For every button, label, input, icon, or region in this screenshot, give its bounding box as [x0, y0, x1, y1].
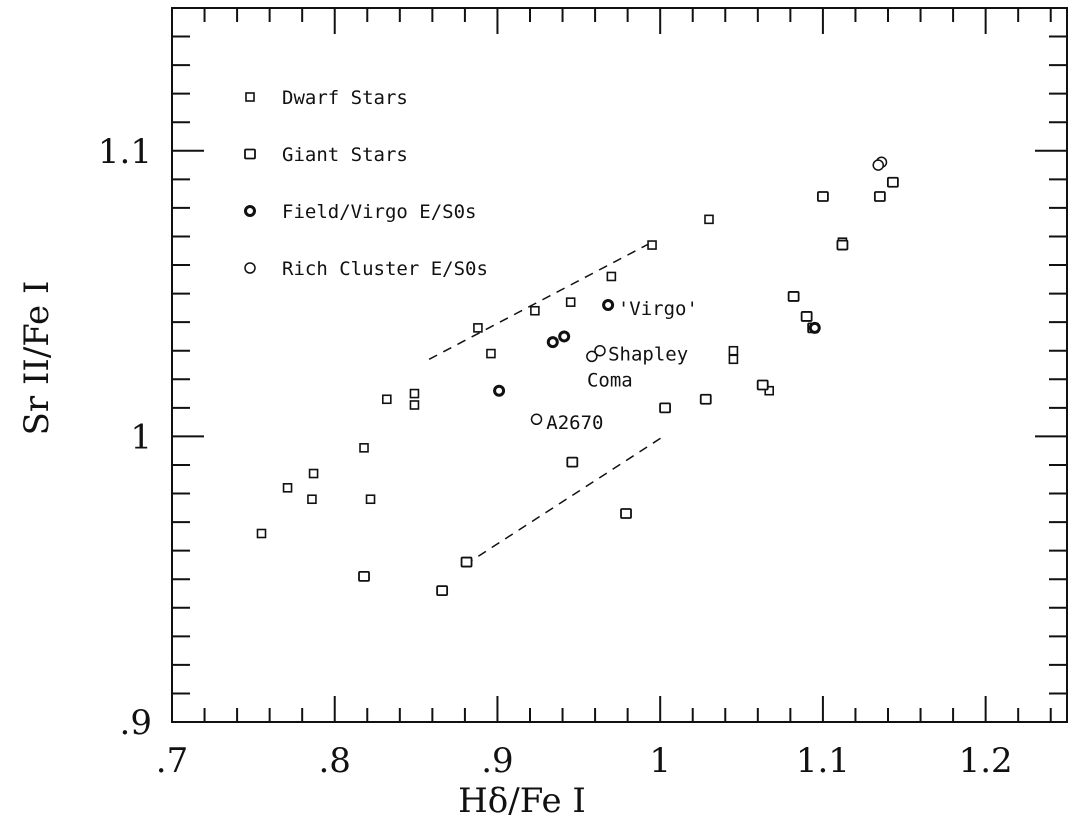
y-axis-title: Sr II/Fe I	[17, 281, 57, 436]
data-point	[493, 384, 506, 397]
data-point	[800, 311, 813, 322]
data-point	[647, 240, 657, 250]
data-point	[530, 305, 540, 316]
annotation-label: Shapley	[608, 344, 688, 366]
data-point	[764, 385, 775, 396]
y-tick-label: .9	[120, 703, 152, 743]
dashed-line	[428, 241, 653, 360]
data-point	[659, 402, 671, 414]
data-point	[699, 393, 712, 405]
data-point	[586, 350, 598, 363]
data-point	[728, 354, 739, 365]
legend-label: Giant Stars	[282, 144, 408, 166]
data-point	[308, 468, 319, 479]
data-point	[873, 191, 886, 202]
legend: Dwarf Stars Giant Stars Field/Virgo E/S0s R…	[244, 87, 488, 280]
data-point	[436, 585, 449, 597]
dashed-line	[464, 435, 664, 566]
data-point	[307, 494, 317, 505]
data-point	[358, 570, 370, 582]
legend-marker	[244, 262, 256, 274]
data-point	[473, 323, 483, 333]
data-point	[365, 494, 376, 505]
data-point	[546, 336, 559, 349]
data-point	[728, 345, 739, 356]
data-point	[817, 191, 829, 202]
plot-frame	[171, 7, 1068, 723]
legend-label: Dwarf Stars	[282, 87, 408, 109]
data-point	[606, 271, 617, 282]
y-tick-label: 1.1	[98, 132, 152, 172]
annotation-label: 'Virgo'	[618, 298, 698, 320]
data-point	[409, 388, 420, 399]
x-tick-label: 1	[649, 741, 671, 781]
data-point	[886, 176, 899, 188]
y-tick-label: 1	[130, 417, 152, 457]
legend-label: Rich Cluster E/S0s	[282, 258, 488, 280]
x-tick-label: 1.1	[796, 741, 850, 781]
data-point	[787, 291, 800, 302]
data-point	[486, 348, 496, 359]
data-point	[460, 556, 473, 568]
data-point	[256, 528, 267, 539]
annotation-label: A2670	[546, 412, 603, 434]
legend-marker	[245, 92, 255, 102]
data-points	[256, 156, 899, 597]
data-point	[808, 321, 821, 334]
data-point	[359, 443, 369, 453]
annotation-label: Coma	[587, 369, 633, 391]
data-point	[409, 400, 420, 410]
x-tick-label: 1.2	[959, 741, 1013, 781]
dashed-trend-lines	[428, 241, 664, 566]
data-point	[566, 456, 579, 468]
data-point	[594, 344, 606, 357]
legend-marker	[244, 205, 256, 217]
data-point	[704, 214, 714, 225]
x-tick-label: .7	[156, 741, 188, 781]
data-point	[565, 297, 576, 307]
data-point	[558, 330, 571, 343]
data-point	[381, 394, 392, 405]
data-point	[872, 159, 884, 171]
data-point	[620, 508, 632, 519]
x-tick-label: .8	[319, 741, 351, 781]
data-point	[282, 483, 293, 493]
axis-ticks: .7 .8 .9 1 1.1 1.2 .9 1 1.1	[98, 7, 1067, 781]
x-tick-label: .9	[481, 741, 513, 781]
annotations: 'Virgo' Shapley Coma A2670	[546, 298, 698, 434]
legend-marker	[244, 148, 256, 160]
legend-label: Field/Virgo E/S0s	[282, 201, 476, 223]
data-point	[836, 239, 849, 251]
data-point	[602, 299, 615, 312]
x-axis-title: Hδ/Fe I	[458, 781, 586, 821]
data-point	[756, 379, 769, 391]
data-point	[530, 413, 543, 426]
